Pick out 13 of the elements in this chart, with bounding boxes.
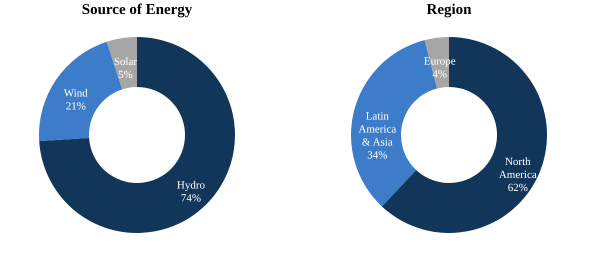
data-label: 34% [367,150,388,162]
chart-title: Region [426,2,472,18]
slice-label: Hydro [176,180,206,192]
slice-label: Wind [64,87,88,100]
data-label: 5% [118,68,133,81]
data-label: 74% [180,192,202,205]
donut-slice [39,37,235,233]
data-label: 21% [66,100,86,112]
slice-label: North America [498,156,537,182]
slice-label: Latin America & Asia [358,110,396,149]
chart-title: Source of Energy [82,2,193,18]
slice-label: Solar [114,56,138,68]
data-label: 62% [508,182,528,194]
